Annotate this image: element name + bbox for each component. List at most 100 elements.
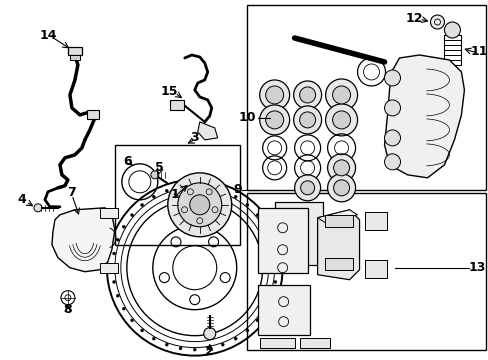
Circle shape xyxy=(293,81,321,109)
Bar xyxy=(169,100,183,110)
Bar xyxy=(257,208,307,273)
Text: 13: 13 xyxy=(468,261,485,274)
Bar xyxy=(246,5,486,190)
Circle shape xyxy=(300,181,314,195)
Circle shape xyxy=(333,180,349,196)
Circle shape xyxy=(333,160,349,176)
Bar xyxy=(100,208,118,218)
Text: 9: 9 xyxy=(233,183,242,196)
Circle shape xyxy=(179,185,182,189)
Text: 11: 11 xyxy=(470,45,487,58)
Circle shape xyxy=(332,86,350,104)
Text: 3: 3 xyxy=(190,131,199,144)
Circle shape xyxy=(221,343,224,346)
Circle shape xyxy=(384,154,400,170)
Circle shape xyxy=(275,266,278,269)
Circle shape xyxy=(122,225,125,228)
Circle shape xyxy=(203,328,215,339)
Text: 14: 14 xyxy=(39,28,57,41)
Circle shape xyxy=(165,343,168,346)
Bar xyxy=(299,338,329,348)
Circle shape xyxy=(327,154,355,182)
Circle shape xyxy=(207,185,210,189)
Circle shape xyxy=(325,104,357,136)
Circle shape xyxy=(152,337,155,340)
Bar xyxy=(70,55,80,60)
Polygon shape xyxy=(384,55,464,178)
Circle shape xyxy=(273,280,276,283)
Circle shape xyxy=(265,111,283,129)
Circle shape xyxy=(130,213,133,217)
Bar xyxy=(259,338,294,348)
Bar xyxy=(324,258,352,270)
Bar xyxy=(257,285,309,335)
Circle shape xyxy=(384,130,400,146)
Circle shape xyxy=(189,195,209,215)
Circle shape xyxy=(299,87,315,103)
Text: 4: 4 xyxy=(18,193,26,206)
Circle shape xyxy=(122,307,125,310)
Circle shape xyxy=(270,238,273,241)
Circle shape xyxy=(384,100,400,116)
Circle shape xyxy=(152,195,155,198)
Circle shape xyxy=(256,319,259,322)
Circle shape xyxy=(178,183,221,227)
Polygon shape xyxy=(52,208,115,272)
Circle shape xyxy=(179,347,182,350)
Text: 12: 12 xyxy=(405,12,423,24)
Circle shape xyxy=(325,79,357,111)
Text: 15: 15 xyxy=(161,85,178,98)
Text: 5: 5 xyxy=(155,161,164,174)
Circle shape xyxy=(112,280,115,283)
Circle shape xyxy=(141,329,143,332)
Circle shape xyxy=(150,171,159,179)
Circle shape xyxy=(332,111,350,129)
Circle shape xyxy=(112,252,115,255)
Bar xyxy=(364,260,386,278)
Text: 10: 10 xyxy=(239,111,256,125)
Circle shape xyxy=(193,348,196,351)
Polygon shape xyxy=(197,122,217,140)
Circle shape xyxy=(256,213,259,217)
Circle shape xyxy=(116,238,119,241)
Circle shape xyxy=(265,86,283,104)
Circle shape xyxy=(111,266,114,269)
Circle shape xyxy=(221,189,224,192)
Circle shape xyxy=(245,203,248,207)
Text: 1: 1 xyxy=(170,188,179,201)
Bar xyxy=(364,212,386,230)
Circle shape xyxy=(270,294,273,297)
Circle shape xyxy=(141,203,143,207)
Circle shape xyxy=(327,174,355,202)
Polygon shape xyxy=(317,210,357,223)
Circle shape xyxy=(207,347,210,350)
Bar xyxy=(115,145,239,245)
Bar xyxy=(246,193,486,350)
Bar xyxy=(274,202,322,265)
Circle shape xyxy=(273,252,276,255)
Bar xyxy=(324,215,352,227)
Circle shape xyxy=(299,112,315,128)
Circle shape xyxy=(234,337,237,340)
Circle shape xyxy=(130,319,133,322)
Bar xyxy=(87,110,99,119)
Circle shape xyxy=(429,15,444,29)
Text: 6: 6 xyxy=(123,156,132,168)
Text: 7: 7 xyxy=(67,186,76,199)
Text: 8: 8 xyxy=(63,303,72,316)
Polygon shape xyxy=(317,210,359,280)
Text: 2: 2 xyxy=(205,345,214,358)
Circle shape xyxy=(167,173,231,237)
Bar xyxy=(100,263,118,273)
Circle shape xyxy=(264,225,266,228)
Circle shape xyxy=(294,175,320,201)
Circle shape xyxy=(34,204,42,212)
Circle shape xyxy=(259,105,289,135)
Circle shape xyxy=(444,22,460,38)
Circle shape xyxy=(245,329,248,332)
Circle shape xyxy=(193,184,196,187)
Circle shape xyxy=(264,307,266,310)
Circle shape xyxy=(293,106,321,134)
Circle shape xyxy=(116,294,119,297)
Circle shape xyxy=(384,70,400,86)
